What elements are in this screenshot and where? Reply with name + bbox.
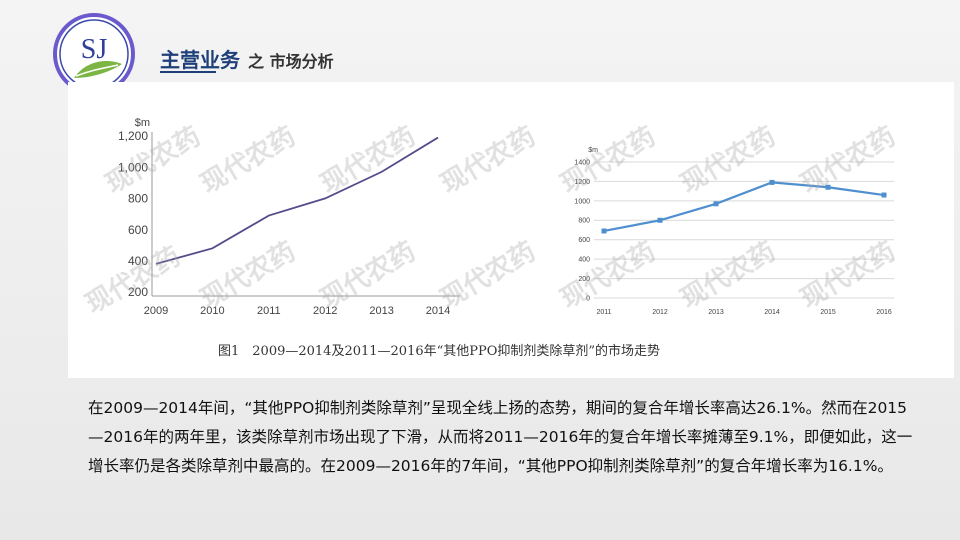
x-tick-label: 2014 bbox=[764, 309, 780, 316]
y-tick-label: 0 bbox=[586, 295, 590, 302]
chart-right: $m 0 200 400 600 800 1000 1200 1400 2011 2012 2013 2… bbox=[476, 132, 900, 372]
x-tick-label: 2012 bbox=[313, 305, 337, 317]
x-tick-label: 2012 bbox=[652, 309, 668, 316]
x-tick-label: 2009 bbox=[144, 305, 168, 317]
y-tick-label: 800 bbox=[578, 218, 590, 225]
y-tick-label: 400 bbox=[128, 254, 148, 268]
data-point bbox=[881, 192, 887, 198]
x-tick-label: 2013 bbox=[708, 309, 724, 316]
data-point bbox=[825, 184, 831, 190]
y-tick-label: 200 bbox=[128, 285, 148, 299]
x-tick-label: 2011 bbox=[257, 305, 281, 317]
body-paragraph: 在2009—2014年间，“其他PPO抑制剂类除草剂”呈现全线上扬的态势，期间的… bbox=[88, 399, 913, 475]
page-title: 主营业务 bbox=[160, 48, 240, 72]
company-logo: SJ bbox=[52, 12, 136, 96]
y-tick-label: 1,000 bbox=[118, 160, 148, 174]
y-tick-label: 1400 bbox=[574, 159, 590, 166]
y-tick-label: 1200 bbox=[574, 179, 590, 186]
data-point bbox=[657, 217, 663, 223]
y-tick-label: 400 bbox=[578, 257, 590, 264]
y-tick-label: 600 bbox=[128, 223, 148, 237]
chart-right-svg: $m 0 200 400 600 800 1000 1200 1400 2011 2012 2013 2… bbox=[574, 147, 894, 316]
x-tick-label: 2015 bbox=[820, 309, 836, 316]
x-tick-label: 2010 bbox=[200, 305, 224, 317]
page-header: 主营业务 之 市场分析 bbox=[160, 44, 334, 74]
series-line bbox=[603, 181, 885, 233]
data-point bbox=[769, 179, 775, 185]
figure-panel: $m 200 400 600 800 1,000 1,200 2009 2010 2011 2012… bbox=[68, 82, 954, 378]
x-tick-label: 2016 bbox=[876, 309, 892, 316]
chart-unit-label: $m bbox=[135, 117, 150, 129]
x-tick-label: 2014 bbox=[426, 305, 450, 317]
x-tick-label: 2013 bbox=[369, 305, 393, 317]
chart-left: $m 200 400 600 800 1,000 1,200 2009 2010 2011 2012… bbox=[82, 110, 482, 330]
y-tick-label: 600 bbox=[578, 237, 590, 244]
data-point bbox=[713, 201, 719, 207]
figure-caption: 图1 2009—2014及2011—2016年“其他PPO抑制剂类除草剂”的市场… bbox=[218, 344, 661, 359]
y-tick-label: 200 bbox=[578, 276, 590, 283]
y-tick-label: 1,200 bbox=[118, 129, 148, 143]
logo-text: SJ bbox=[81, 34, 108, 65]
data-point bbox=[601, 228, 607, 234]
x-tick-label: 2011 bbox=[596, 309, 611, 316]
chart-left-svg: $m 200 400 600 800 1,000 1,200 2009 2010 2011 2012… bbox=[118, 117, 460, 317]
page-subtitle: 之 市场分析 bbox=[248, 52, 334, 71]
y-tick-label: 1000 bbox=[574, 198, 590, 205]
chart-unit-label: $m bbox=[588, 147, 598, 154]
series-line bbox=[155, 136, 439, 265]
title-underline bbox=[160, 71, 216, 73]
y-tick-label: 800 bbox=[128, 192, 148, 206]
